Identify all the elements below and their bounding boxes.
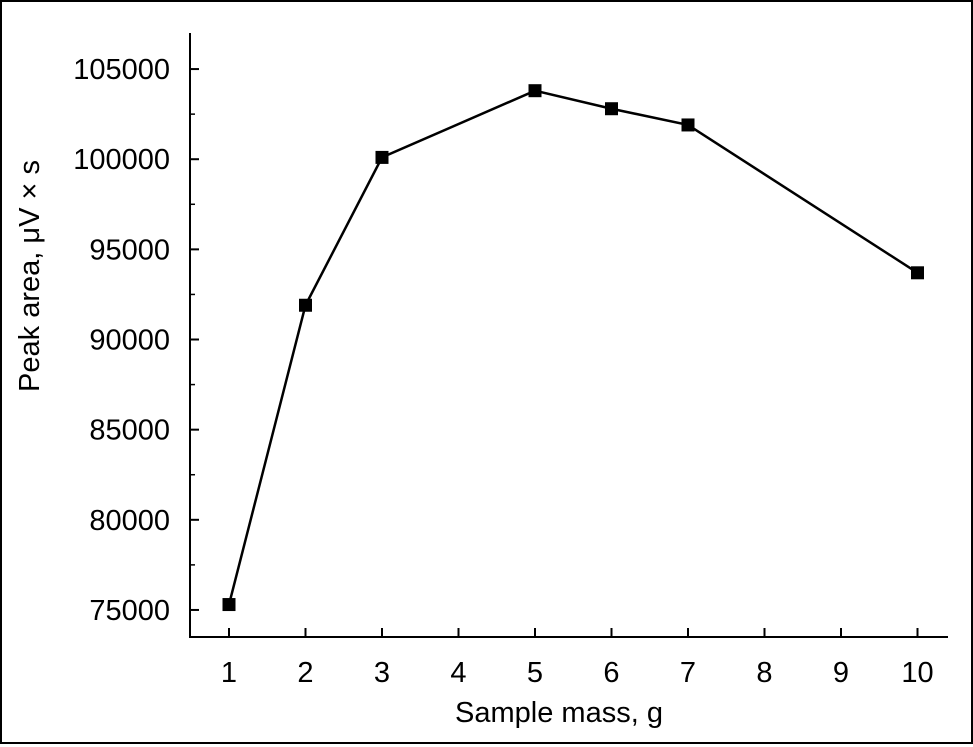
- y-tick-label: 100000: [73, 144, 170, 176]
- x-tick-label: 10: [901, 657, 933, 689]
- data-point: [605, 102, 618, 116]
- data-point: [681, 118, 695, 132]
- y-tick-label: 85000: [89, 415, 170, 447]
- x-axis-ticks: 1 2 3 4 5 6 7 8 9 10: [221, 628, 934, 689]
- x-tick-label: 5: [527, 657, 543, 689]
- x-axis-label: Sample mass, g: [455, 697, 663, 729]
- x-tick-label: 1: [221, 657, 237, 689]
- x-tick-label: 8: [756, 657, 772, 689]
- data-point: [911, 266, 924, 280]
- axes: [189, 33, 948, 638]
- x-tick-label: 6: [603, 657, 619, 689]
- data-point: [528, 84, 542, 98]
- x-tick-label: 2: [297, 657, 313, 689]
- y-axis-ticks: 75000 80000 85000 90000 95000 100000 105000: [73, 54, 199, 627]
- y-tick-label: 105000: [73, 54, 170, 86]
- y-tick-label: 75000: [89, 595, 170, 627]
- y-tick-label: 90000: [89, 325, 170, 357]
- x-tick-label: 7: [680, 657, 696, 689]
- series-line: [227, 89, 919, 605]
- data-point: [299, 298, 312, 312]
- series-group: [222, 84, 924, 612]
- x-tick-label: 3: [374, 657, 390, 689]
- y-tick-label: 95000: [89, 234, 170, 266]
- y-axis-label: Peak area, μV × s: [14, 160, 46, 392]
- y-tick-label: 80000: [89, 505, 170, 537]
- x-tick-label: 9: [833, 657, 849, 689]
- data-point: [222, 598, 236, 612]
- x-tick-label: 4: [450, 657, 466, 689]
- data-point: [375, 150, 389, 164]
